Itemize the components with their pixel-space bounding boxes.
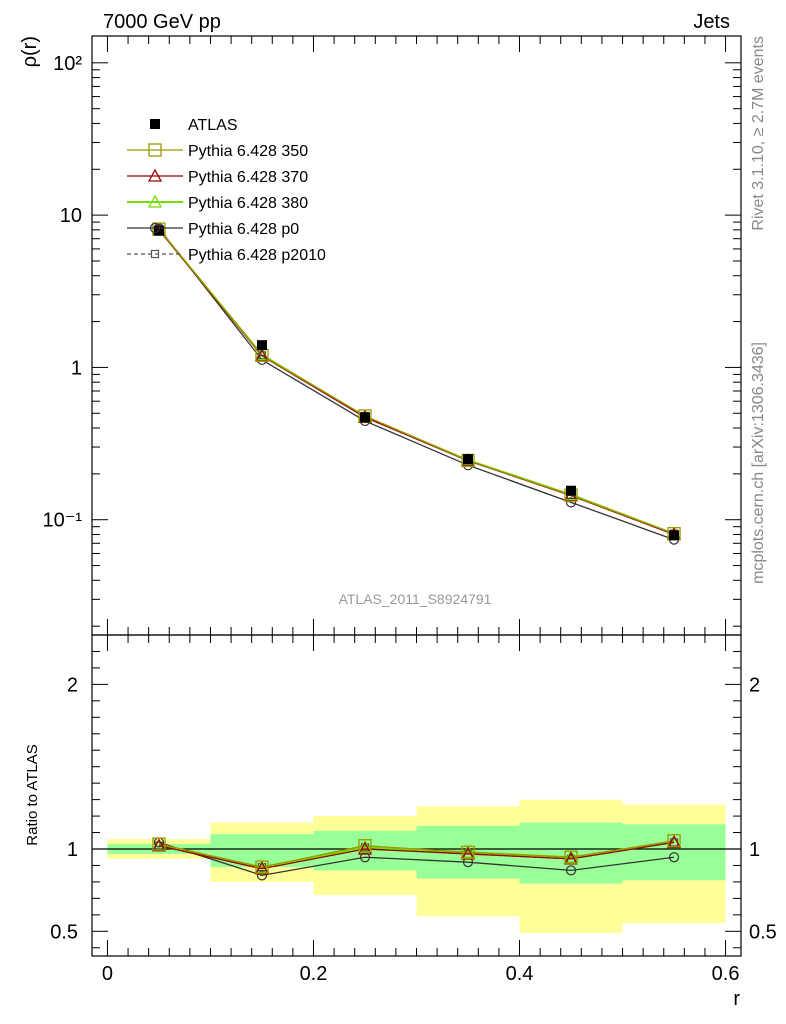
series-line (158, 228, 675, 535)
data-point (358, 839, 372, 853)
legend-label: ATLAS (188, 117, 238, 134)
header-title: 7000 GeV pp (103, 11, 221, 33)
legend-label: Pythia 6.428 380 (188, 195, 308, 212)
y-tick-label: 10² (53, 53, 82, 75)
legend-label: Pythia 6.428 350 (188, 143, 308, 160)
y-tick-label: 1 (749, 839, 760, 861)
legend-marker (147, 168, 163, 182)
x-tick-label: 0.6 (712, 963, 740, 985)
data-point (255, 860, 269, 874)
x-tick-label: 0 (102, 963, 113, 985)
x-tick-label: 0.4 (506, 963, 534, 985)
data-point (256, 340, 267, 351)
data-point (669, 530, 680, 541)
main-plot-series (151, 222, 682, 545)
sidebar-rivet-label: Rivet 3.1.10, ≥ 2.7M events (750, 36, 767, 231)
y-tick-label: 10⁻¹ (43, 510, 83, 532)
ratio-plot-series (151, 834, 682, 881)
series-line (158, 840, 675, 868)
data-point (357, 841, 373, 855)
sidebar-mcplots-label: mcplots.cern.ch [arXiv:1306.3436] (750, 342, 767, 584)
y-tick-label: 0.5 (50, 921, 78, 943)
series-line (158, 228, 675, 535)
x-axis-label: r (733, 988, 740, 1010)
y-tick-label: 1 (67, 839, 78, 861)
legend-label: Pythia 6.428 p2010 (188, 247, 326, 264)
data-point (565, 865, 577, 876)
data-point (461, 845, 475, 859)
legend: ATLAS Pythia 6.428 350 Pythia 6.428 370 Pyt… (127, 117, 326, 264)
x-tick-label: 0.2 (300, 963, 328, 985)
series-line (158, 841, 675, 870)
ratio-y-axis-label: Ratio to ATLAS (24, 744, 41, 845)
y-tick-label: 0.5 (749, 921, 777, 943)
data-point (460, 844, 476, 858)
data-point (463, 454, 474, 465)
series-line (158, 841, 675, 877)
main-plot-axes: 10⁻¹ 1 10 10² (43, 35, 742, 636)
data-point (565, 497, 577, 508)
header-subtitle: Jets (693, 11, 730, 33)
data-point (566, 485, 577, 496)
y-tick-label: 2 (749, 674, 760, 696)
main-y-axis-label: ρ(r) (19, 36, 41, 67)
data-point (152, 837, 166, 851)
y-tick-label: 10 (60, 205, 82, 227)
watermark: ATLAS_2011_S8924791 (339, 591, 492, 607)
data-point (563, 849, 579, 863)
legend-label: Pythia 6.428 p0 (188, 221, 299, 238)
legend-marker (147, 194, 163, 208)
y-tick-label: 1 (71, 357, 82, 379)
series-line (158, 227, 675, 541)
data-point (359, 412, 370, 423)
data-point (256, 870, 268, 881)
data-point (668, 852, 680, 863)
legend-marker (150, 249, 160, 259)
legend-marker (148, 143, 162, 157)
data-point (667, 834, 681, 848)
legend-marker (150, 119, 160, 129)
series-line (158, 228, 675, 535)
y-tick-label: 2 (67, 674, 78, 696)
ratio-plot-axes: 0 0.2 0.4 0.6 0.5 0.5 1 1 2 2 (50, 634, 777, 985)
series-line (158, 229, 675, 536)
legend-marker (149, 222, 161, 234)
data-point (564, 850, 578, 864)
data-point (254, 859, 270, 873)
ratio-uncertainty-bands (107, 799, 726, 933)
legend-label: Pythia 6.428 370 (188, 169, 308, 186)
